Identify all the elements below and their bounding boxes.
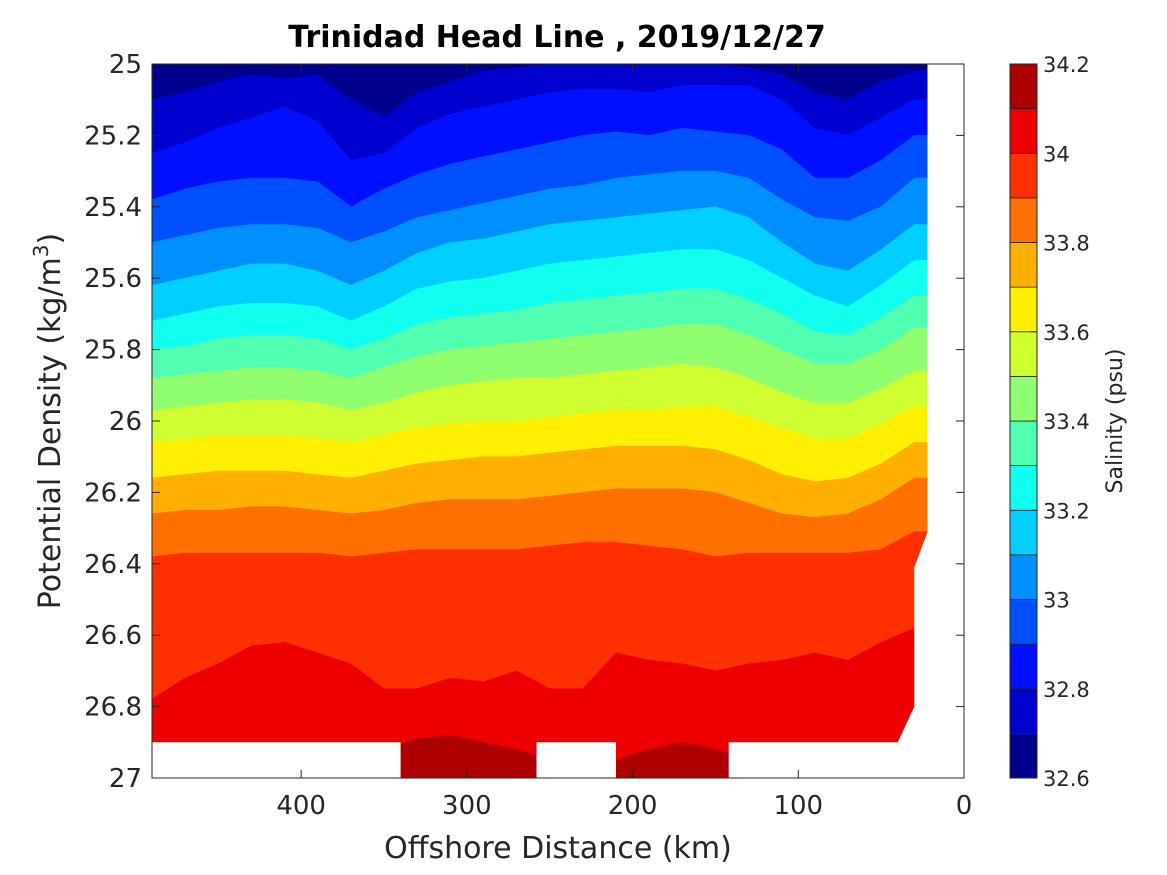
colorbar-band [1009, 375, 1038, 422]
colorbar-band [1009, 242, 1038, 288]
contour-fill [152, 64, 928, 778]
colorbar-band [1009, 108, 1038, 154]
y-tick-label: 26.8 [84, 693, 142, 723]
y-tick-label: 26.4 [84, 550, 142, 580]
y-axis-label-main: Potential Density (kg/m [33, 257, 68, 609]
colorbar-tick-label: 33.4 [1043, 410, 1090, 434]
y-tick-label: 25.4 [84, 193, 142, 223]
y-axis-label-close: ) [33, 233, 68, 245]
y-tick-label: 26 [109, 407, 142, 437]
colorbar-band [1009, 331, 1038, 377]
y-tick-label: 26.6 [84, 621, 142, 651]
colorbar-tick-label: 34 [1043, 142, 1070, 166]
x-tick-label: 200 [608, 791, 658, 821]
colorbar-band [1009, 688, 1038, 734]
colorbar-band [1009, 509, 1038, 556]
colorbar-tick-label: 33.8 [1043, 232, 1090, 256]
x-axis-label: Offshore Distance (km) [384, 831, 732, 866]
x-axis: 400 300 200 100 0 [276, 64, 972, 821]
y-tick-label: 25.6 [84, 264, 142, 294]
y-tick-label: 25.8 [84, 336, 142, 366]
colorbar-tick-label: 33.2 [1043, 499, 1090, 523]
chart-title: Trinidad Head Line , 2019/12/27 [288, 20, 825, 55]
x-tick-label: 100 [773, 791, 823, 821]
x-tick-label: 300 [442, 791, 492, 821]
colorbar: 34.2 34 33.8 33.6 33.4 33.2 33 32.8 32.6 [1009, 53, 1090, 791]
colorbar-label: Salinity (psu) [1103, 349, 1128, 494]
colorbar-band [1009, 286, 1038, 333]
colorbar-tick-label: 32.6 [1043, 767, 1090, 791]
colorbar-tick-label: 33.6 [1043, 321, 1090, 345]
colorbar-band [1009, 197, 1038, 243]
plot-area [151, 63, 965, 779]
colorbar-ticks: 34.2 34 33.8 33.6 33.4 33.2 33 32.8 32.6 [1031, 53, 1090, 791]
x-tick-label: 0 [956, 791, 973, 821]
y-tick-label: 26.2 [84, 478, 142, 508]
y-axis-label: Potential Density (kg/m3) [29, 233, 68, 609]
colorbar-band [1009, 63, 1038, 110]
colorbar-band [1009, 732, 1038, 779]
x-tick-label: 400 [276, 791, 326, 821]
colorbar-tick-label: 34.2 [1043, 53, 1090, 77]
y-tick-label: 25.2 [84, 121, 142, 151]
colorbar-band [1009, 465, 1038, 511]
colorbar-tick-label: 33 [1043, 589, 1070, 613]
y-axis-label-superscript: 3 [29, 244, 53, 257]
colorbar-band [1009, 599, 1038, 645]
colorbar-tick-label: 32.8 [1043, 678, 1090, 702]
colorbar-band [1009, 420, 1038, 467]
y-tick-label: 27 [109, 764, 142, 794]
colorbar-band [1009, 554, 1038, 600]
colorbar-band [1009, 152, 1038, 199]
colorbar-bands [1009, 63, 1038, 779]
colorbar-band [1009, 643, 1038, 690]
y-axis: 25 25.2 25.4 25.6 25.8 26 26.2 26.4 26.6 26.8 27 [84, 50, 964, 794]
y-tick-label: 25 [109, 50, 142, 80]
